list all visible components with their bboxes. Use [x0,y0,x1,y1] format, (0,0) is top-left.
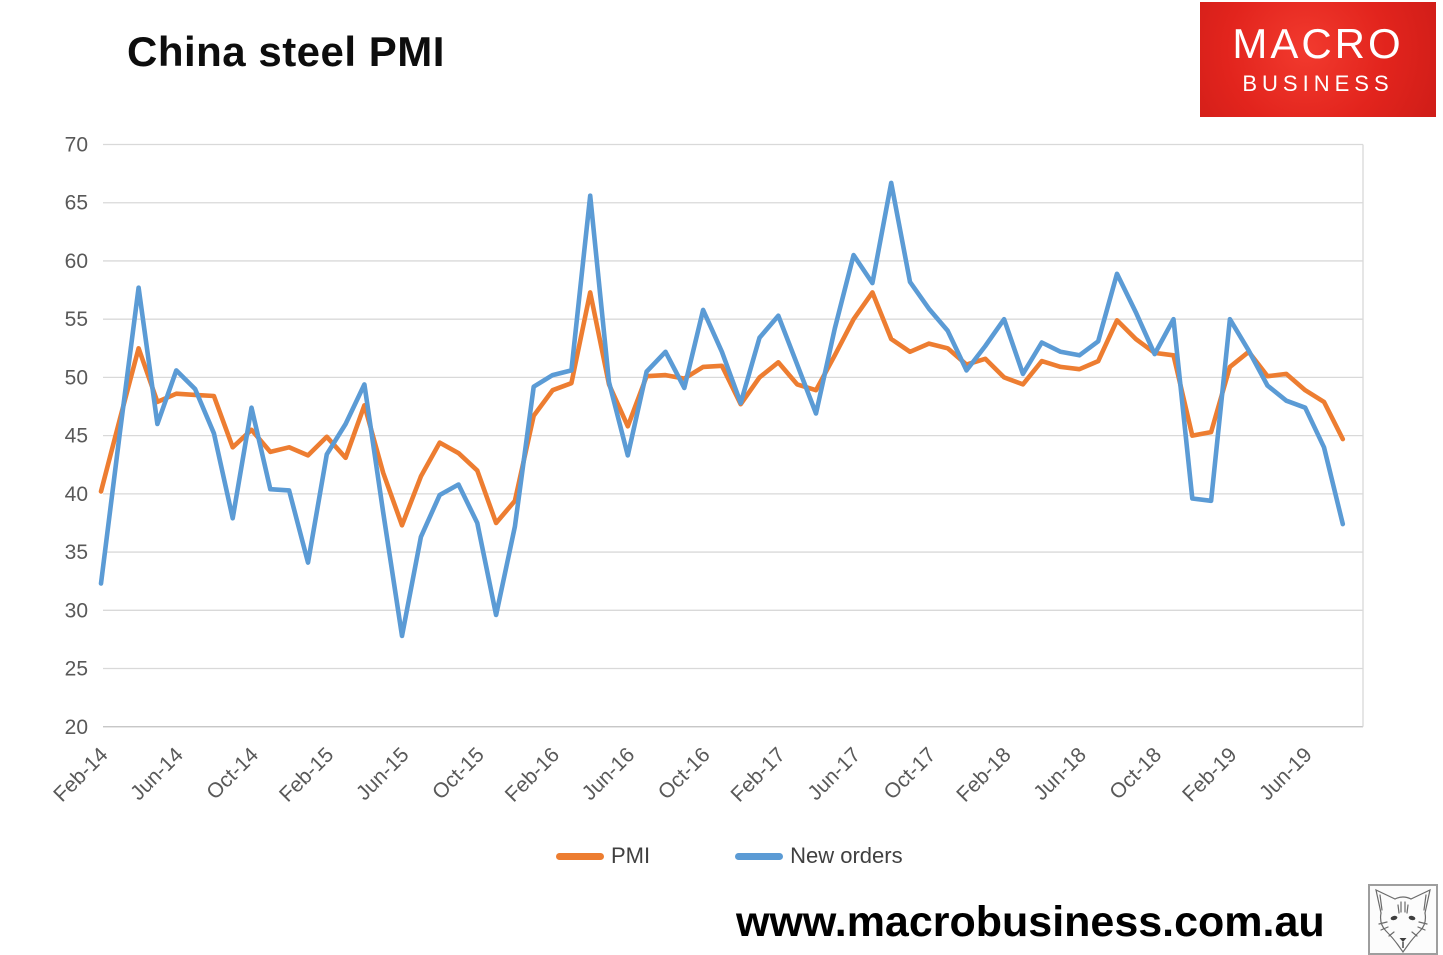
x-axis-label: Feb-17 [727,743,790,806]
x-axis-label: Jun-15 [352,743,414,805]
legend-item-new-orders: New orders [735,843,903,869]
x-axis-label: Feb-14 [49,743,113,807]
x-axis-label: Jun-17 [803,743,865,805]
y-axis-label: 30 [65,599,88,622]
x-axis-label: Oct-15 [428,743,489,804]
y-axis-label: 45 [65,425,88,448]
legend-label-pmi: PMI [611,843,651,868]
x-axis-label: Jun-18 [1029,743,1091,805]
y-axis-label: 35 [65,541,88,564]
y-axis-label: 20 [65,716,88,739]
x-axis-label: Jun-19 [1255,743,1317,805]
chart-legend: PMI New orders [556,843,903,869]
x-axis-label: Feb-16 [501,743,564,806]
y-axis-label: 55 [65,308,88,331]
x-axis-label: Feb-18 [952,743,1015,806]
legend-label-new-orders: New orders [790,843,903,868]
y-axis-label: 25 [65,658,88,681]
y-axis-label: 70 [65,134,88,157]
x-axis-label: Oct-14 [202,743,263,804]
y-axis-label: 40 [65,483,88,506]
x-axis-label: Jun-14 [126,743,188,805]
legend-item-pmi: PMI [556,843,650,869]
y-axis-label: 60 [65,250,88,273]
new-orders-line [98,180,1346,639]
macrobusiness-logo: MACRO BUSINESS [1200,2,1436,117]
wolf-logo-icon [1368,884,1438,955]
new-orders-line-swatch-icon [735,852,784,860]
x-axis-label: Jun-16 [578,743,640,805]
x-axis-label: Feb-19 [1178,743,1241,806]
website-url: www.macrobusiness.com.au [736,898,1325,946]
logo-text-business: BUSINESS [1242,70,1394,96]
x-axis-label: Oct-16 [654,743,715,804]
y-axis-label: 65 [65,192,88,215]
page-title: China steel PMI [127,28,445,75]
pmi-line [98,290,1346,528]
x-axis-label: Feb-15 [275,743,338,806]
logo-text-macro: MACRO [1232,19,1404,67]
x-axis-label: Oct-18 [1105,743,1166,804]
x-axis-label: Oct-17 [880,743,941,804]
pmi-line-swatch-icon [556,852,604,860]
y-axis-label: 50 [65,366,88,389]
